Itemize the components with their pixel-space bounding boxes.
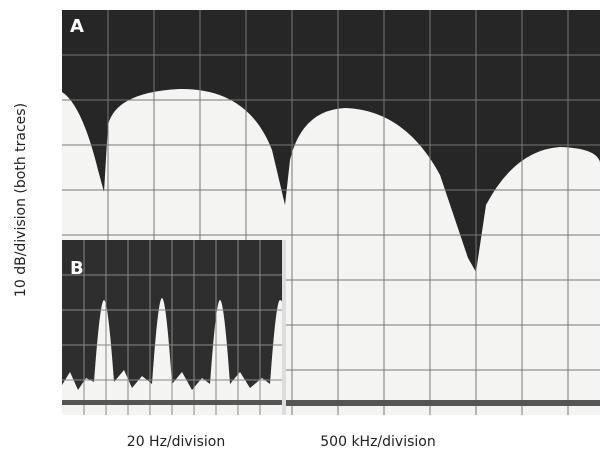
x-axis-label: 20 Hz/division — [127, 434, 225, 450]
panel-label: B — [70, 258, 84, 279]
x-axis-label: 500 kHz/division — [320, 434, 435, 450]
graticule — [62, 240, 285, 415]
trace-b — [62, 298, 285, 415]
baseline — [62, 400, 285, 405]
baseline — [285, 400, 600, 406]
inset-border — [282, 240, 286, 415]
panel-label: A — [70, 16, 84, 37]
panel-b: B — [62, 240, 285, 415]
y-axis-label: 10 dB/division (both traces) — [13, 103, 29, 297]
